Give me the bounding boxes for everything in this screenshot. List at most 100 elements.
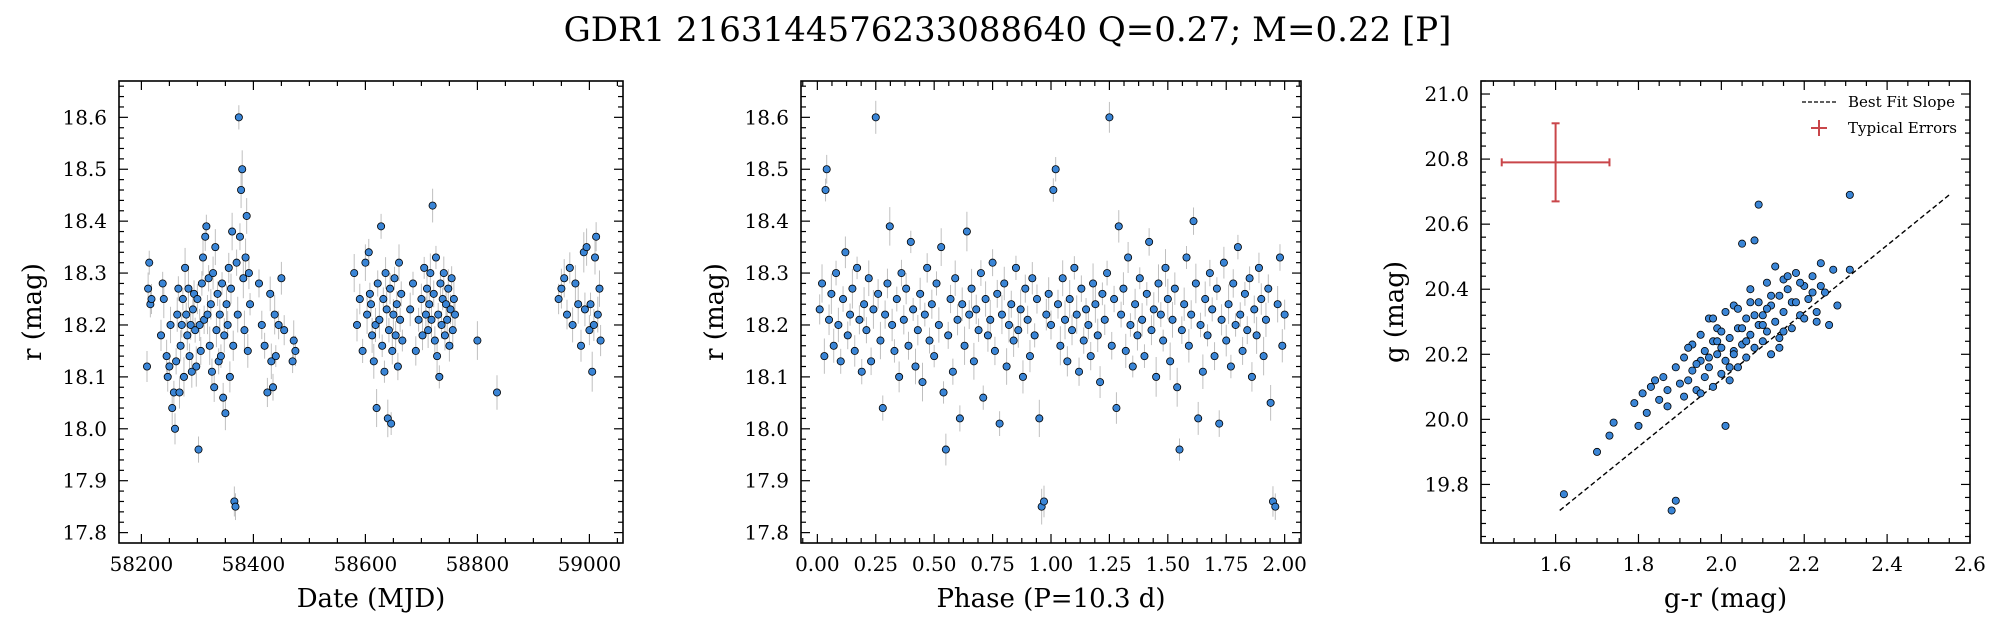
data-point bbox=[396, 315, 405, 324]
data-point bbox=[1808, 288, 1817, 297]
data-point bbox=[1105, 113, 1114, 122]
x-tick-label: 58400 bbox=[222, 552, 286, 576]
data-point bbox=[358, 346, 367, 355]
data-point bbox=[1000, 279, 1009, 288]
data-point bbox=[1149, 305, 1158, 314]
data-point bbox=[228, 227, 237, 236]
data-point bbox=[434, 310, 443, 319]
data-point bbox=[568, 320, 577, 329]
legend-fit-label: Best Fit Slope bbox=[1848, 93, 1955, 111]
data-point bbox=[554, 295, 563, 304]
data-point bbox=[1713, 350, 1722, 359]
data-point bbox=[1651, 376, 1660, 385]
data-point bbox=[1189, 217, 1198, 226]
data-point bbox=[237, 186, 246, 195]
data-point bbox=[1771, 317, 1780, 326]
data-point bbox=[1170, 284, 1179, 293]
data-point bbox=[1663, 386, 1672, 395]
data-point bbox=[172, 357, 181, 366]
data-point bbox=[591, 253, 600, 262]
data-point bbox=[1791, 298, 1800, 307]
data-point bbox=[874, 289, 883, 298]
data-point bbox=[215, 310, 224, 319]
data-point bbox=[577, 341, 586, 350]
data-point bbox=[424, 326, 433, 335]
y-tick-label: 20.6 bbox=[1424, 212, 1469, 236]
data-point bbox=[445, 341, 454, 350]
data-point bbox=[1725, 363, 1734, 372]
data-point bbox=[446, 305, 455, 314]
data-point bbox=[560, 274, 569, 283]
data-point bbox=[439, 269, 448, 278]
y-tick-label: 20.2 bbox=[1424, 342, 1469, 366]
data-point bbox=[1245, 274, 1254, 283]
data-point bbox=[965, 310, 974, 319]
data-point bbox=[1114, 222, 1123, 231]
data-point bbox=[1725, 376, 1734, 385]
data-point bbox=[832, 269, 841, 278]
data-point bbox=[204, 274, 213, 283]
data-point bbox=[1721, 356, 1730, 365]
data-point bbox=[426, 269, 435, 278]
data-point bbox=[951, 274, 960, 283]
data-point bbox=[381, 269, 390, 278]
data-point bbox=[1168, 315, 1177, 324]
data-point bbox=[440, 331, 449, 340]
data-point bbox=[1680, 353, 1689, 362]
data-point bbox=[1140, 352, 1149, 361]
data-point bbox=[1177, 326, 1186, 335]
data-point bbox=[1212, 284, 1221, 293]
x-axis-label: Date (MJD) bbox=[297, 584, 446, 614]
data-point bbox=[1065, 295, 1074, 304]
data-point bbox=[1800, 314, 1809, 323]
data-point bbox=[1156, 310, 1165, 319]
data-point bbox=[909, 305, 918, 314]
data-point bbox=[1119, 284, 1128, 293]
data-point bbox=[429, 289, 438, 298]
data-point bbox=[1775, 343, 1784, 352]
y-tick-label: 18.2 bbox=[744, 313, 789, 337]
data-point bbox=[1746, 330, 1755, 339]
data-point bbox=[162, 352, 171, 361]
data-point bbox=[1758, 311, 1767, 320]
data-point bbox=[1704, 353, 1713, 362]
data-point bbox=[1161, 263, 1170, 272]
data-point bbox=[1655, 395, 1664, 404]
y-tick-label: 18.6 bbox=[744, 105, 789, 129]
y-axis-label: r (mag) bbox=[18, 263, 48, 361]
data-point bbox=[390, 274, 399, 283]
data-point bbox=[1138, 315, 1147, 324]
data-point bbox=[1754, 298, 1763, 307]
data-point bbox=[254, 279, 263, 288]
data-point bbox=[1812, 317, 1821, 326]
data-point bbox=[1236, 310, 1245, 319]
data-point bbox=[1593, 447, 1602, 456]
data-point bbox=[219, 393, 228, 402]
data-point bbox=[1117, 310, 1126, 319]
y-tick-label: 20.8 bbox=[1424, 147, 1469, 171]
data-point bbox=[1796, 278, 1805, 287]
data-point bbox=[209, 269, 218, 278]
data-point bbox=[1028, 274, 1037, 283]
data-point bbox=[1638, 389, 1647, 398]
data-point bbox=[1791, 268, 1800, 277]
data-point bbox=[244, 269, 253, 278]
data-point bbox=[492, 388, 501, 397]
data-point bbox=[1746, 285, 1755, 294]
data-point bbox=[221, 409, 230, 418]
data-point bbox=[571, 279, 580, 288]
data-point bbox=[1266, 398, 1275, 407]
phase-folded-panel: 0.00 0.25 0.50 0.75 1.00 1.25 1.50 1.75 2.00 17.8… bbox=[700, 80, 1307, 614]
data-point bbox=[177, 320, 186, 329]
data-point bbox=[869, 305, 878, 314]
data-point bbox=[1767, 350, 1776, 359]
data-point bbox=[857, 367, 866, 376]
data-point bbox=[1688, 366, 1697, 375]
data-point bbox=[1684, 376, 1693, 385]
data-point bbox=[187, 367, 196, 376]
data-point bbox=[1717, 369, 1726, 378]
data-point bbox=[178, 295, 187, 304]
data-point bbox=[818, 279, 827, 288]
data-point bbox=[1804, 294, 1813, 303]
data-point bbox=[380, 367, 389, 376]
